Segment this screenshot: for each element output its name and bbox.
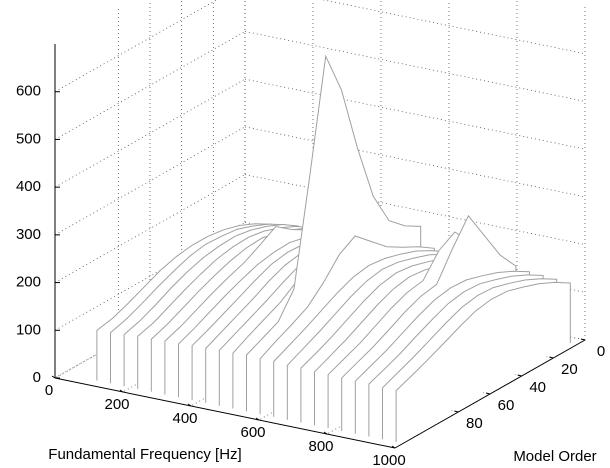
curtain-line — [395, 281, 571, 443]
tick-mark — [517, 374, 522, 377]
curtain-line — [382, 278, 558, 440]
grid-line — [54, 174, 246, 283]
grid-line — [54, 269, 246, 379]
x-tick-label: 600 — [240, 424, 265, 441]
z-tick-label: 600 — [16, 83, 41, 100]
curtain-line — [354, 270, 530, 434]
tick-mark — [391, 445, 396, 449]
y-tick-label: 80 — [466, 415, 483, 432]
tick-mark — [580, 338, 586, 341]
tick-mark — [255, 417, 260, 421]
x-tick-label: 1000 — [372, 452, 405, 468]
tick-mark — [187, 403, 192, 407]
curtain-line — [137, 225, 313, 389]
curtain-line — [110, 223, 286, 384]
y-tick-label: 60 — [498, 397, 515, 414]
tick-mark — [549, 356, 554, 359]
y-tick-label: 0 — [597, 343, 605, 360]
curtain-line — [246, 54, 422, 412]
curtain-line — [123, 223, 299, 387]
x-tick-label: 200 — [104, 396, 129, 413]
z-tick-label: 200 — [16, 274, 41, 291]
x-tick-label: 0 — [45, 382, 53, 399]
grid-line — [54, 78, 246, 188]
grid-line — [244, 31, 586, 102]
grid-line — [54, 31, 246, 140]
z-tick-label: 300 — [16, 226, 41, 243]
y-axis-label: Model Order — [513, 448, 596, 465]
curtain-fill — [396, 282, 571, 443]
curtain-line — [341, 214, 517, 431]
x-axis-label: Fundamental Frequency [Hz] — [48, 446, 241, 463]
axis-line — [54, 377, 396, 449]
tick-mark — [485, 392, 491, 395]
grid-line — [54, 126, 246, 236]
x-tick-label: 800 — [308, 438, 333, 455]
z-tick-label: 500 — [16, 130, 41, 147]
curtain-line — [96, 223, 272, 381]
z-tick-label: 400 — [16, 178, 41, 195]
tick-mark — [323, 431, 328, 435]
grid-line — [54, 221, 246, 331]
grid-line — [322, 0, 586, 55]
z-tick-label: 100 — [16, 321, 41, 338]
y-tick-label: 20 — [561, 361, 578, 378]
tick-mark — [51, 375, 56, 379]
tick-mark — [454, 410, 459, 413]
grid-line — [244, 78, 586, 150]
tick-mark — [119, 389, 124, 393]
grid-line — [54, 0, 218, 93]
grid-line — [244, 126, 586, 198]
curtain-line — [368, 274, 544, 437]
curtain-line — [259, 235, 435, 415]
y-tick-label: 40 — [529, 379, 546, 396]
z-tick-label: 0 — [33, 369, 41, 386]
curtain-line — [273, 250, 449, 417]
x-tick-label: 400 — [172, 410, 197, 427]
